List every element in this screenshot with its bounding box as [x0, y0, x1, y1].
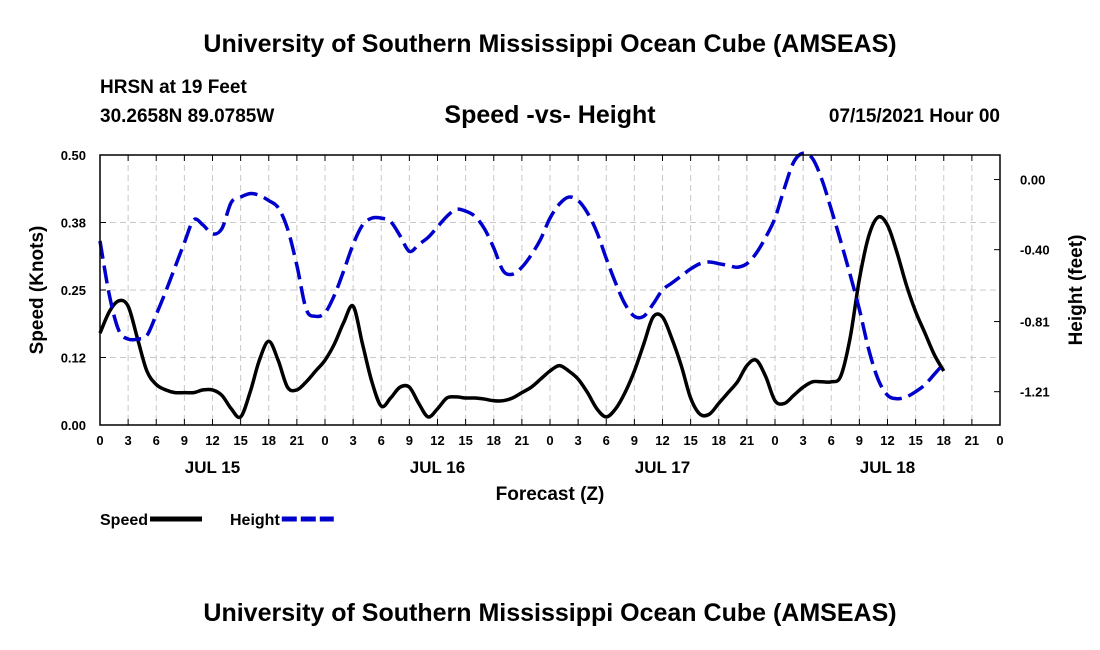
x-tick-label: 21	[515, 433, 529, 448]
x-tick-label: 15	[683, 433, 697, 448]
forecast-datetime: 07/15/2021 Hour 00	[828, 106, 1000, 127]
x-tick-label: 3	[800, 433, 807, 448]
x-tick-label: 0	[96, 433, 103, 448]
speed-series-line	[98, 214, 946, 420]
legend-label-speed: Speed	[100, 512, 148, 529]
y-left-tick-label: 0.12	[61, 351, 86, 366]
y-right-axis-title: Height (feet)	[1066, 235, 1087, 346]
x-tick-label: 6	[828, 433, 835, 448]
x-tick-label: 9	[406, 433, 413, 448]
x-tick-label: 18	[262, 433, 276, 448]
x-tick-label: 12	[430, 433, 444, 448]
x-tick-label: 0	[771, 433, 778, 448]
y-left-axis-title: Speed (Knots)	[27, 226, 48, 355]
x-tick-label: 9	[631, 433, 638, 448]
legend-label-height: Height	[230, 512, 280, 529]
axis-labels: 0 3 6 9 12 15 18 21 0 3 6 9 12 15 18 21 0 3 6 9 12 15 18 21 0 3 6 9…	[27, 148, 1087, 505]
x-tick-label: 0	[996, 433, 1003, 448]
x-axis-title: Forecast (Z)	[496, 484, 605, 505]
x-tick-label: 21	[965, 433, 979, 448]
grid-lines	[100, 155, 1000, 425]
y-left-tick-label: 0.00	[61, 418, 86, 433]
y-right-tick-label: 0.00	[1020, 173, 1045, 188]
station-coordinates: 30.2658N 89.0785W	[100, 106, 275, 127]
x-tick-label: 15	[458, 433, 472, 448]
day-label: JUL 17	[635, 458, 690, 477]
x-tick-label: 3	[575, 433, 582, 448]
axis-ticks	[99, 154, 1001, 426]
series-layer	[98, 151, 946, 420]
station-label: HRSN at 19 Feet	[100, 77, 247, 98]
x-tick-label: 18	[487, 433, 501, 448]
x-tick-label: 21	[740, 433, 754, 448]
x-tick-label: 0	[546, 433, 553, 448]
y-right-tick-label: -1.21	[1020, 385, 1050, 400]
y-right-tick-label: -0.40	[1020, 243, 1050, 258]
y-right-tick-label: -0.81	[1020, 315, 1050, 330]
x-tick-label: 3	[125, 433, 132, 448]
footer-title: University of Southern Mississippi Ocean…	[203, 599, 897, 627]
x-tick-label: 6	[603, 433, 610, 448]
chart-title: Speed -vs- Height	[444, 101, 656, 129]
page-title: University of Southern Mississippi Ocean…	[203, 30, 897, 58]
x-tick-label: 3	[350, 433, 357, 448]
day-label: JUL 18	[860, 458, 915, 477]
x-tick-label: 6	[153, 433, 160, 448]
x-tick-label: 12	[655, 433, 669, 448]
x-tick-label: 0	[321, 433, 328, 448]
y-left-tick-label: 0.38	[61, 216, 86, 231]
x-tick-label: 18	[937, 433, 951, 448]
day-label: JUL 16	[410, 458, 465, 477]
x-tick-label: 12	[205, 433, 219, 448]
x-tick-label: 9	[181, 433, 188, 448]
y-left-tick-label: 0.25	[61, 283, 86, 298]
day-label: JUL 15	[185, 458, 240, 477]
x-tick-label: 21	[290, 433, 304, 448]
height-series-line	[98, 151, 946, 401]
y-left-tick-label: 0.50	[61, 148, 86, 163]
legend: Speed Height	[100, 512, 334, 529]
x-tick-label: 12	[880, 433, 894, 448]
x-tick-label: 9	[856, 433, 863, 448]
x-tick-label: 15	[233, 433, 247, 448]
x-tick-label: 18	[712, 433, 726, 448]
x-tick-label: 6	[378, 433, 385, 448]
x-tick-label: 15	[908, 433, 922, 448]
